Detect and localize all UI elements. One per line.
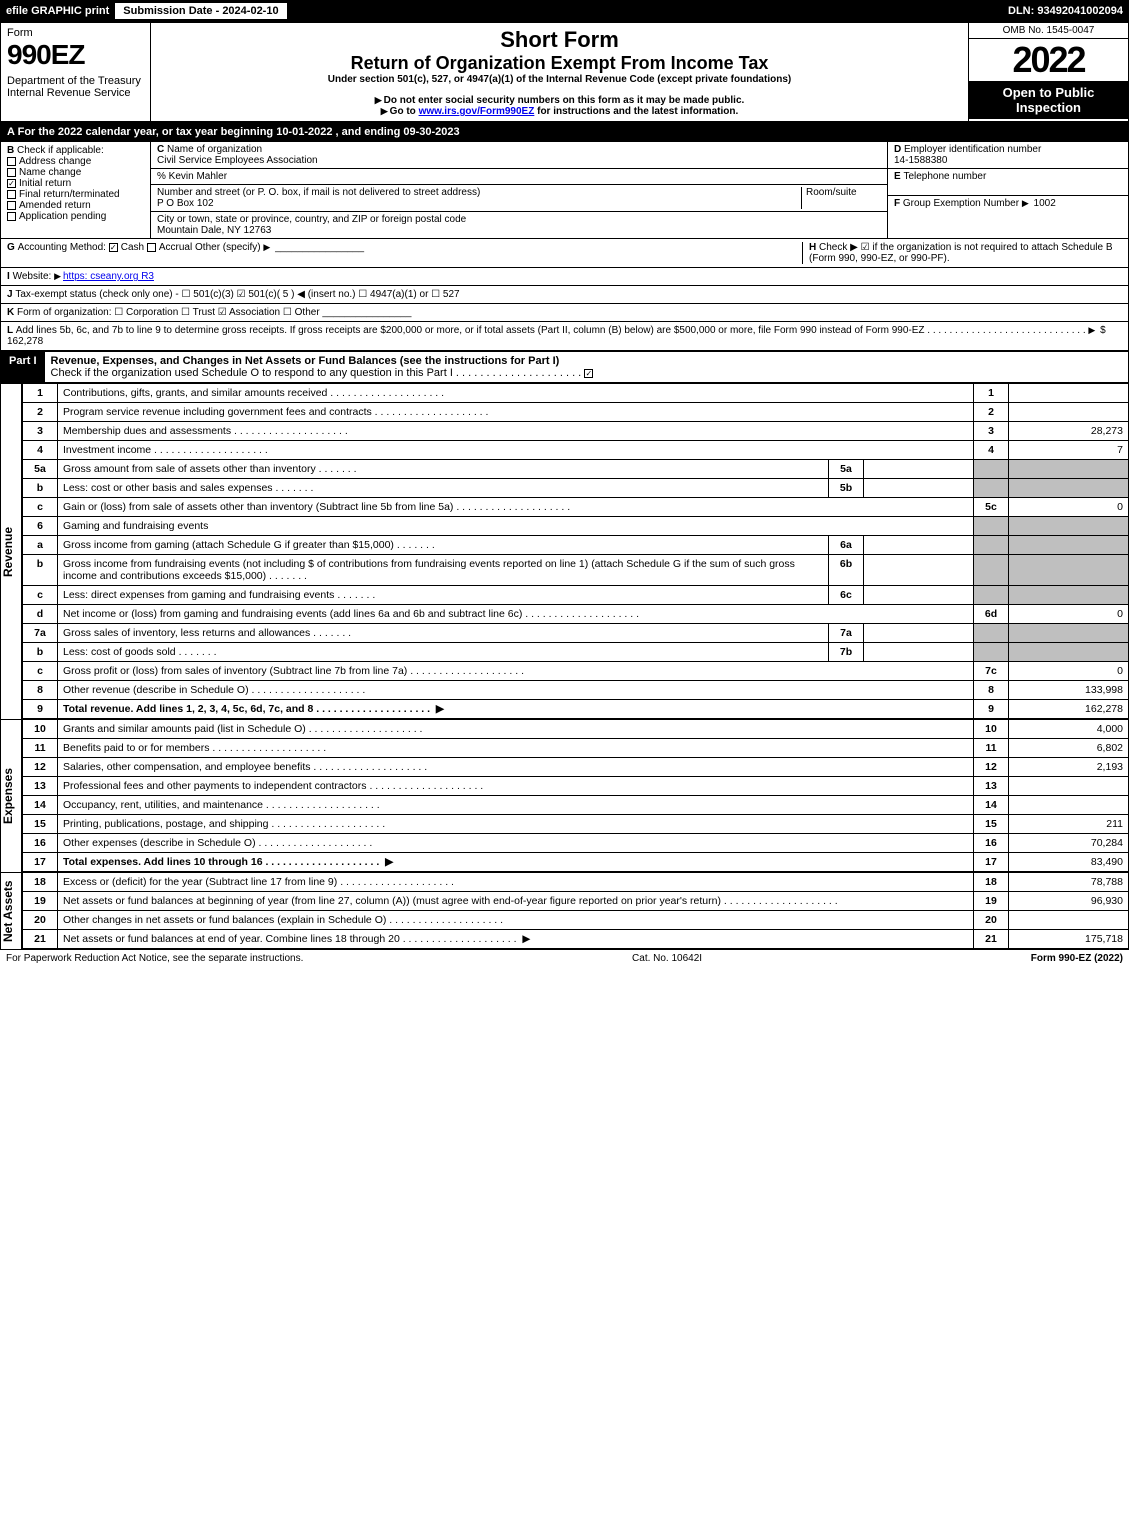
form-ref: Form 990-EZ (2022) <box>1031 953 1123 964</box>
form-id-block: Form 990EZ Department of the Treasury In… <box>1 23 151 121</box>
col-c: C Name of organizationCivil Service Empl… <box>151 142 888 238</box>
netassets-side-label: Net Assets <box>0 872 22 949</box>
table-row: bLess: cost of goods sold . . . . . . .7… <box>23 643 1129 662</box>
table-row: bLess: cost or other basis and sales exp… <box>23 479 1129 498</box>
table-row: 11Benefits paid to or for members . . . … <box>23 739 1129 758</box>
chk-schedule-o[interactable] <box>584 369 593 378</box>
table-row: 10Grants and similar amounts paid (list … <box>23 720 1129 739</box>
expenses-side-label: Expenses <box>0 719 22 872</box>
line-g-h: G Accounting Method: Cash Accrual Other … <box>0 239 1129 268</box>
schedule-b-check: Check ▶ ☑ if the organization is not req… <box>809 242 1113 264</box>
title-return: Return of Organization Exempt From Incom… <box>155 53 964 74</box>
ssn-warning: Do not enter social security numbers on … <box>384 95 745 106</box>
table-row: 3Membership dues and assessments . . . .… <box>23 422 1129 441</box>
table-row: 13Professional fees and other payments t… <box>23 777 1129 796</box>
chk-initial[interactable] <box>7 179 16 188</box>
org-name: Civil Service Employees Association <box>157 155 318 166</box>
revenue-table: 1Contributions, gifts, grants, and simil… <box>22 383 1129 719</box>
city-state-zip: Mountain Dale, NY 12763 <box>157 225 271 236</box>
table-row: cGain or (loss) from sale of assets othe… <box>23 498 1129 517</box>
revenue-side-label: Revenue <box>0 383 22 719</box>
table-row: 15Printing, publications, postage, and s… <box>23 815 1129 834</box>
col-b: B Check if applicable: Address change Na… <box>1 142 151 238</box>
chk-pending[interactable] <box>7 212 16 221</box>
arrow-icon <box>1022 198 1031 209</box>
table-row: 12Salaries, other compensation, and empl… <box>23 758 1129 777</box>
chk-name[interactable] <box>7 168 16 177</box>
care-of: % Kevin Mahler <box>157 171 227 182</box>
expenses-table: 10Grants and similar amounts paid (list … <box>22 719 1129 872</box>
line-i: I Website: https: cseany.org R3 <box>0 268 1129 286</box>
part-1-header: Part I Revenue, Expenses, and Changes in… <box>0 351 1129 383</box>
table-row: 14Occupancy, rent, utilities, and mainte… <box>23 796 1129 815</box>
efile-label: efile GRAPHIC print <box>0 3 117 19</box>
irs-link[interactable]: www.irs.gov/Form990EZ <box>419 106 535 117</box>
table-row: aGross income from gaming (attach Schedu… <box>23 536 1129 555</box>
chk-final[interactable] <box>7 190 16 199</box>
omb-number: OMB No. 1545-0047 <box>969 23 1128 39</box>
table-row: 7aGross sales of inventory, less returns… <box>23 624 1129 643</box>
title-block: Short Form Return of Organization Exempt… <box>151 23 968 121</box>
chk-amended[interactable] <box>7 201 16 210</box>
paperwork-notice: For Paperwork Reduction Act Notice, see … <box>6 953 303 964</box>
line-j: J Tax-exempt status (check only one) - ☐… <box>0 286 1129 304</box>
cat-no: Cat. No. 10642I <box>632 953 702 964</box>
chk-cash[interactable] <box>109 243 118 252</box>
netassets-table: 18Excess or (deficit) for the year (Subt… <box>22 872 1129 949</box>
table-row: 8Other revenue (describe in Schedule O) … <box>23 681 1129 700</box>
form-word: Form <box>7 27 144 39</box>
col-def: D Employer identification number14-15883… <box>888 142 1128 238</box>
table-row: 18Excess or (deficit) for the year (Subt… <box>23 873 1129 892</box>
table-row: 4Investment income . . . . . . . . . . .… <box>23 441 1129 460</box>
group-exemption: 1002 <box>1034 198 1056 209</box>
subtitle: Under section 501(c), 527, or 4947(a)(1)… <box>155 74 964 85</box>
table-row: 5aGross amount from sale of assets other… <box>23 460 1129 479</box>
table-row: 1Contributions, gifts, grants, and simil… <box>23 384 1129 403</box>
arrow-icon <box>375 95 384 106</box>
chk-address[interactable] <box>7 157 16 166</box>
line-a: A For the 2022 calendar year, or tax yea… <box>0 122 1129 142</box>
info-block: B Check if applicable: Address change Na… <box>0 142 1129 239</box>
table-row: 20Other changes in net assets or fund ba… <box>23 911 1129 930</box>
ein: 14-1588380 <box>894 155 947 166</box>
form-number: 990EZ <box>7 39 144 71</box>
table-row: dNet income or (loss) from gaming and fu… <box>23 605 1129 624</box>
arrow-icon <box>54 271 63 282</box>
page-footer: For Paperwork Reduction Act Notice, see … <box>0 949 1129 967</box>
line-k: K Form of organization: ☐ Corporation ☐ … <box>0 304 1129 322</box>
table-row: bGross income from fundraising events (n… <box>23 555 1129 586</box>
dln: DLN: 93492041002094 <box>1002 3 1129 19</box>
title-short-form: Short Form <box>155 27 964 53</box>
room-suite: Room/suite <box>801 187 881 209</box>
arrow-icon <box>263 242 272 253</box>
goto-label: Go to <box>390 106 419 117</box>
table-row: 17Total expenses. Add lines 10 through 1… <box>23 853 1129 872</box>
right-block: OMB No. 1545-0047 2022 Open to Public In… <box>968 23 1128 121</box>
submission-date: Submission Date - 2024-02-10 <box>117 3 286 19</box>
table-row: cGross profit or (loss) from sales of in… <box>23 662 1129 681</box>
table-row: 6Gaming and fundraising events <box>23 517 1129 536</box>
goto-suffix: for instructions and the latest informat… <box>534 106 738 117</box>
table-row: 19Net assets or fund balances at beginni… <box>23 892 1129 911</box>
address: P O Box 102 <box>157 198 214 209</box>
top-bar: efile GRAPHIC print Submission Date - 20… <box>0 0 1129 22</box>
table-row: 21Net assets or fund balances at end of … <box>23 930 1129 949</box>
open-public: Open to Public Inspection <box>969 81 1128 119</box>
table-row: cLess: direct expenses from gaming and f… <box>23 586 1129 605</box>
line-l: L Add lines 5b, 6c, and 7b to line 9 to … <box>0 322 1129 351</box>
form-header: Form 990EZ Department of the Treasury In… <box>0 22 1129 122</box>
table-row: 9Total revenue. Add lines 1, 2, 3, 4, 5c… <box>23 700 1129 719</box>
table-row: 2Program service revenue including gover… <box>23 403 1129 422</box>
arrow-icon <box>381 106 390 117</box>
arrow-icon <box>1088 325 1097 336</box>
tax-year: 2022 <box>969 39 1128 81</box>
website-link[interactable]: https: cseany.org R3 <box>63 271 154 282</box>
dept-label: Department of the Treasury Internal Reve… <box>7 75 144 99</box>
chk-accrual[interactable] <box>147 243 156 252</box>
table-row: 16Other expenses (describe in Schedule O… <box>23 834 1129 853</box>
